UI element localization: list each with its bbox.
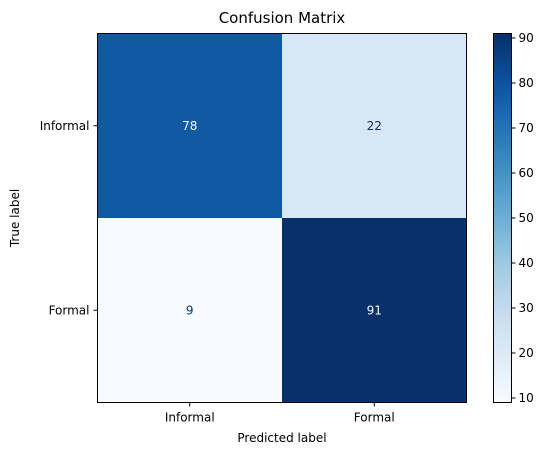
- chart-title: Confusion Matrix: [219, 9, 346, 27]
- x-axis-ticks: Informal Formal: [165, 402, 395, 425]
- heatmap-cells: [97, 33, 467, 403]
- heatmap-cell: [97, 33, 282, 218]
- colorbar-tick-label: 40: [519, 256, 534, 270]
- x-axis-label: Predicted label: [237, 431, 326, 445]
- colorbar-tick-label: 30: [519, 301, 534, 315]
- colorbar-tick-label: 60: [519, 166, 534, 180]
- plot-frame: [97, 33, 467, 403]
- x-tick-label: Formal: [354, 411, 395, 425]
- heatmap-cell: [282, 33, 467, 218]
- colorbar: [493, 33, 512, 403]
- colorbar-tick-label: 20: [519, 346, 534, 360]
- colorbar-tick-label: 90: [519, 31, 534, 45]
- heatmap-cell-value: 22: [367, 119, 382, 133]
- colorbar-tick-label: 70: [519, 121, 534, 135]
- colorbar-ticks: 10 20 30 40 50 60 70 80 90: [511, 31, 534, 405]
- y-tick-label: Formal: [49, 303, 90, 317]
- heatmap-cell-value: 9: [186, 303, 194, 317]
- colorbar-tick-label: 10: [519, 391, 534, 405]
- colorbar-tick-label: 80: [519, 76, 534, 90]
- colorbar-tick-label: 50: [519, 211, 534, 225]
- heatmap-cell-labels: 78 22 9 91: [182, 119, 382, 318]
- x-tick-label: Informal: [165, 411, 215, 425]
- heatmap-cell-value: 78: [182, 119, 197, 133]
- y-tick-label: Informal: [40, 119, 90, 133]
- y-axis-ticks: Informal Formal: [40, 119, 98, 317]
- heatmap-cell: [282, 218, 467, 403]
- y-axis-label: True label: [8, 189, 22, 248]
- heatmap-cell: [97, 218, 282, 403]
- heatmap-cell-value: 91: [367, 303, 382, 317]
